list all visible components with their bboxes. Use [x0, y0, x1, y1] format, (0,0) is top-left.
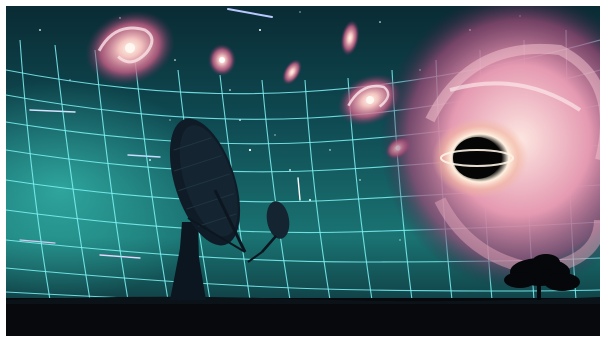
black-hole	[453, 137, 501, 179]
galaxy-small-1	[208, 44, 236, 76]
